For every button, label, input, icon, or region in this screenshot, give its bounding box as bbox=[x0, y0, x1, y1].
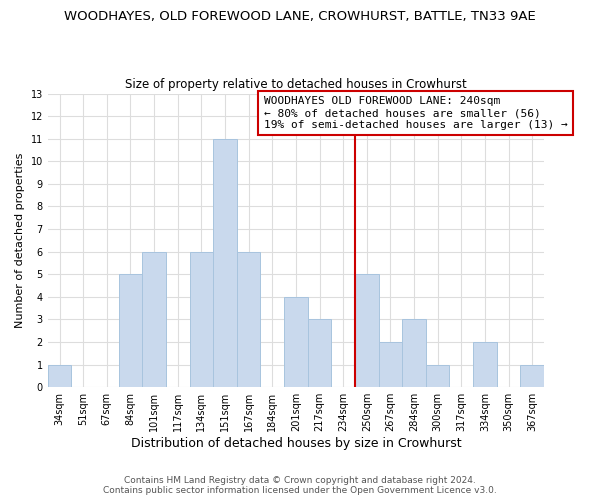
Y-axis label: Number of detached properties: Number of detached properties bbox=[15, 152, 25, 328]
Bar bbox=[308, 320, 331, 387]
Bar bbox=[213, 138, 237, 387]
Bar bbox=[48, 364, 71, 387]
X-axis label: Distribution of detached houses by size in Crowhurst: Distribution of detached houses by size … bbox=[131, 437, 461, 450]
Bar bbox=[426, 364, 449, 387]
Bar bbox=[119, 274, 142, 387]
Bar bbox=[190, 252, 213, 387]
Bar bbox=[520, 364, 544, 387]
Bar bbox=[379, 342, 402, 387]
Title: Size of property relative to detached houses in Crowhurst: Size of property relative to detached ho… bbox=[125, 78, 467, 91]
Text: Contains HM Land Registry data © Crown copyright and database right 2024.
Contai: Contains HM Land Registry data © Crown c… bbox=[103, 476, 497, 495]
Bar bbox=[284, 297, 308, 387]
Text: WOODHAYES OLD FOREWOOD LANE: 240sqm
← 80% of detached houses are smaller (56)
19: WOODHAYES OLD FOREWOOD LANE: 240sqm ← 80… bbox=[263, 96, 568, 130]
Bar bbox=[142, 252, 166, 387]
Bar bbox=[237, 252, 260, 387]
Bar bbox=[473, 342, 497, 387]
Bar bbox=[402, 320, 426, 387]
Bar bbox=[355, 274, 379, 387]
Text: WOODHAYES, OLD FOREWOOD LANE, CROWHURST, BATTLE, TN33 9AE: WOODHAYES, OLD FOREWOOD LANE, CROWHURST,… bbox=[64, 10, 536, 23]
